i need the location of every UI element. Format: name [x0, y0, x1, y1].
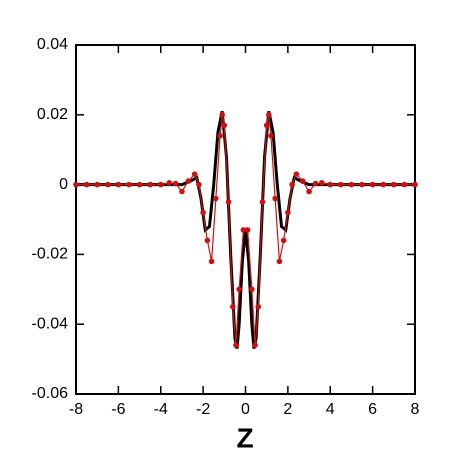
data-point [208, 258, 215, 265]
data-point [172, 180, 179, 187]
data-point [200, 209, 206, 216]
data-point [359, 181, 365, 188]
x-tick-label: 4 [326, 401, 335, 418]
x-axis-label: Z [236, 422, 253, 453]
x-tick-label: -4 [154, 401, 168, 418]
data-point [83, 181, 90, 188]
data-point [73, 181, 79, 188]
data-point [276, 258, 283, 265]
data-point [147, 181, 153, 188]
data-point [157, 181, 164, 188]
data-point [272, 195, 278, 202]
data-point [213, 195, 219, 202]
data-point [285, 209, 291, 216]
data-point [412, 181, 418, 188]
data-point [266, 112, 272, 118]
data-point [179, 188, 185, 195]
data-point [233, 342, 239, 348]
data-point [191, 171, 198, 177]
data-point [204, 237, 211, 244]
data-point [369, 181, 376, 188]
data-point [240, 227, 247, 233]
data-point [236, 286, 242, 293]
data-point [115, 181, 122, 188]
data-point [229, 303, 236, 310]
data-point [249, 286, 255, 293]
data-point [299, 178, 306, 184]
data-point [94, 181, 100, 188]
data-point [306, 188, 312, 195]
data-point [401, 181, 408, 188]
y-tick-label: 0.04 [37, 36, 68, 53]
data-point [263, 122, 270, 129]
x-tick-label: 0 [241, 401, 250, 418]
data-point [255, 303, 262, 310]
x-tick-label: 2 [283, 401, 292, 418]
y-tick-label: -0.04 [32, 315, 69, 332]
data-point [196, 181, 202, 188]
data-point [126, 181, 132, 188]
data-point [252, 342, 258, 348]
data-point [166, 180, 173, 186]
data-point [221, 122, 228, 129]
data-point [348, 181, 355, 188]
data-point [327, 181, 334, 188]
data-point [268, 132, 274, 139]
data-point [259, 199, 266, 205]
x-tick-label: 6 [368, 401, 377, 418]
y-tick-label: 0.02 [37, 106, 68, 123]
data-point [391, 181, 397, 188]
data-point [104, 181, 111, 188]
data-point [185, 178, 192, 184]
data-point [217, 132, 223, 139]
data-point [289, 181, 295, 188]
data-point [293, 171, 300, 177]
data-point [312, 180, 319, 187]
data-point [280, 237, 287, 244]
data-point [338, 181, 344, 188]
data-point [380, 181, 387, 188]
x-tick-label: -8 [69, 401, 83, 418]
x-tick-label: 8 [411, 401, 420, 418]
y-tick-label: -0.02 [32, 246, 69, 263]
plot-frame [75, 44, 416, 395]
y-tick-label: -0.06 [32, 385, 69, 402]
data-point [225, 199, 232, 205]
data-point [318, 180, 325, 186]
x-tick-label: -2 [196, 401, 210, 418]
data-point [219, 112, 225, 118]
y-tick-label: 0 [59, 176, 68, 193]
data-point [136, 181, 143, 188]
data-point [244, 227, 251, 233]
x-tick-label: -6 [111, 401, 125, 418]
